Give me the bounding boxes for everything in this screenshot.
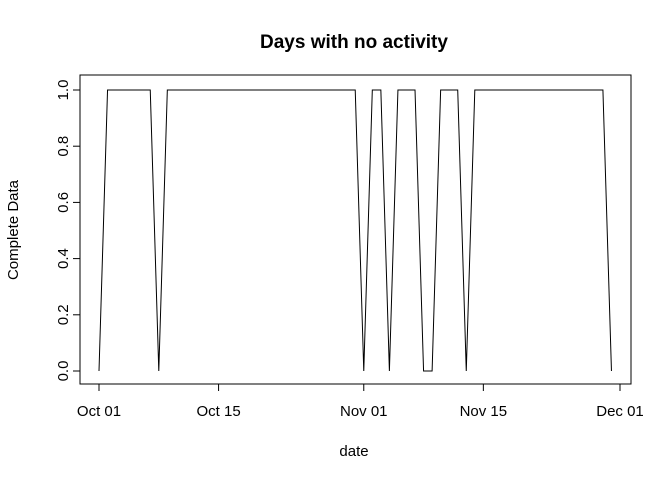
x-tick-label: Oct 15 <box>196 403 240 420</box>
x-tick-label: Nov 15 <box>460 403 508 420</box>
chart-title: Days with no activity <box>260 32 448 53</box>
y-tick-label: 0.2 <box>55 304 72 325</box>
x-tick-label: Oct 01 <box>77 403 121 420</box>
y-tick-label: 0.6 <box>55 192 72 213</box>
y-tick-label: 0.8 <box>55 136 72 157</box>
y-tick-label: 1.0 <box>55 80 72 101</box>
x-tick-label: Dec 01 <box>596 403 644 420</box>
y-tick-label: 0.4 <box>55 248 72 269</box>
x-axis-label: date <box>339 443 368 460</box>
x-axis: Oct 01 Oct 15 Nov 01 Nov 15 Dec 01 <box>77 383 644 420</box>
series-layer <box>98 89 612 372</box>
x-tick-label: Nov 01 <box>340 403 388 420</box>
y-tick-label: 0.0 <box>55 361 72 382</box>
y-axis: 0.0 0.2 0.4 0.6 0.8 1.0 <box>55 80 81 382</box>
y-axis-label: Complete Data <box>5 179 22 280</box>
series-line <box>98 89 612 372</box>
